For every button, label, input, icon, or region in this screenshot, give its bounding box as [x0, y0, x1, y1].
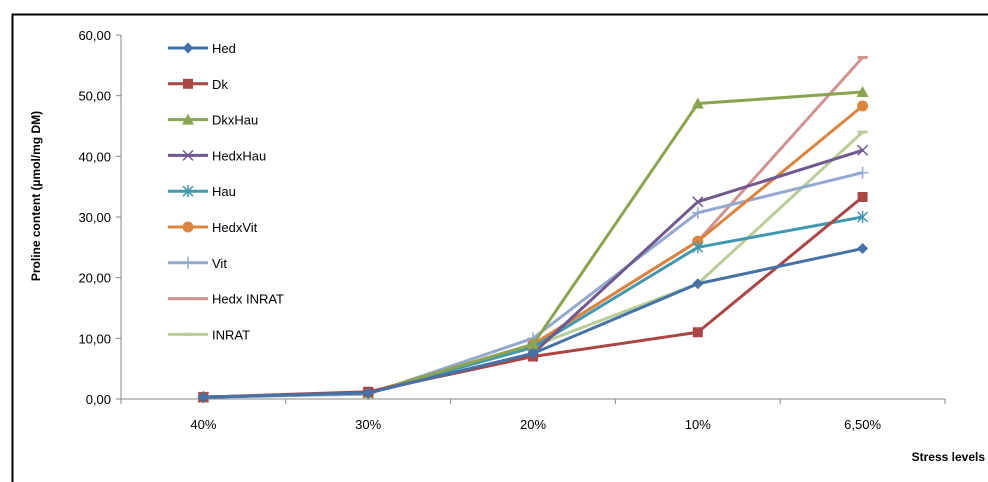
data-point	[691, 97, 704, 109]
legend-label: Hed	[212, 41, 236, 56]
legend-label: INRAT	[212, 327, 250, 342]
legend-item: Hedx INRAT	[168, 292, 284, 307]
x-tick-label: 40%	[190, 417, 216, 432]
x-tick-label: 20%	[520, 417, 546, 432]
legend-marker	[183, 78, 193, 89]
legend-item: DkxHau	[168, 113, 258, 128]
data-point	[856, 86, 869, 98]
legend-marker	[182, 185, 194, 198]
y-tick-label: 50,00	[78, 89, 111, 104]
legend-marker	[182, 113, 194, 125]
legend-item: Dk	[168, 77, 228, 92]
data-point	[692, 327, 703, 338]
series-vit	[197, 166, 869, 404]
legend-label: Hedx INRAT	[212, 292, 284, 307]
data-point	[857, 191, 868, 202]
data-point	[692, 241, 704, 254]
axes: 0,00 10,00 20,00 30,00 40,00 50,00 60,00 40% 30%…	[78, 28, 946, 432]
legend-item: HedxHau	[168, 148, 266, 163]
y-tick-label: 40,00	[78, 149, 111, 164]
data-point	[857, 100, 869, 112]
x-axis-title: Stress levels	[912, 450, 986, 464]
legend: Hed Dk DkxHau HedxHau Hau HedxVit Vit Hedx INRA…	[168, 41, 284, 342]
data-point	[857, 144, 869, 156]
legend-marker	[182, 42, 194, 54]
x-tick-label: 10%	[685, 417, 711, 432]
x-tick-label: 30%	[355, 417, 381, 432]
y-axis-title: Proline content (µmol/mg DM)	[29, 111, 43, 281]
legend-item: HedxVit	[168, 220, 258, 235]
legend-marker	[182, 149, 194, 161]
series-hed	[197, 243, 869, 403]
y-tick-label: 0,00	[86, 392, 111, 407]
y-tick-label: 10,00	[78, 331, 111, 346]
legend-label: Hau	[212, 184, 236, 199]
series-layer	[197, 55, 869, 404]
series-line	[203, 215, 863, 399]
legend-marker	[182, 256, 194, 269]
legend-item: Vit	[168, 256, 227, 271]
y-tick-label: 20,00	[78, 271, 111, 286]
legend-label: Dk	[212, 77, 228, 92]
data-point	[527, 338, 539, 350]
legend-label: HedxVit	[212, 220, 258, 235]
series-line	[203, 247, 863, 399]
series-hau	[197, 211, 869, 404]
legend-label: Vit	[212, 256, 227, 271]
data-point	[691, 206, 704, 219]
data-point	[856, 166, 869, 179]
series-dk	[198, 191, 868, 403]
legend-label: DkxHau	[212, 113, 258, 128]
data-point	[692, 278, 704, 290]
data-point	[692, 196, 704, 208]
legend-label: HedxHau	[212, 148, 266, 163]
data-point	[857, 211, 869, 223]
legend-item: INRAT	[168, 327, 250, 342]
legend-item: Hed	[168, 41, 236, 56]
data-point	[527, 348, 539, 359]
data-point	[857, 243, 869, 255]
chart-border	[11, 13, 988, 482]
data-point	[362, 387, 374, 399]
legend-marker	[182, 221, 194, 233]
y-tick-label: 60,00	[78, 28, 111, 43]
data-point	[197, 391, 209, 403]
y-tick-label: 30,00	[78, 210, 111, 225]
series-line	[203, 195, 864, 399]
legend-item: Hau	[168, 184, 236, 199]
series-line	[203, 171, 863, 399]
x-tick-label: 6,50%	[844, 417, 881, 432]
